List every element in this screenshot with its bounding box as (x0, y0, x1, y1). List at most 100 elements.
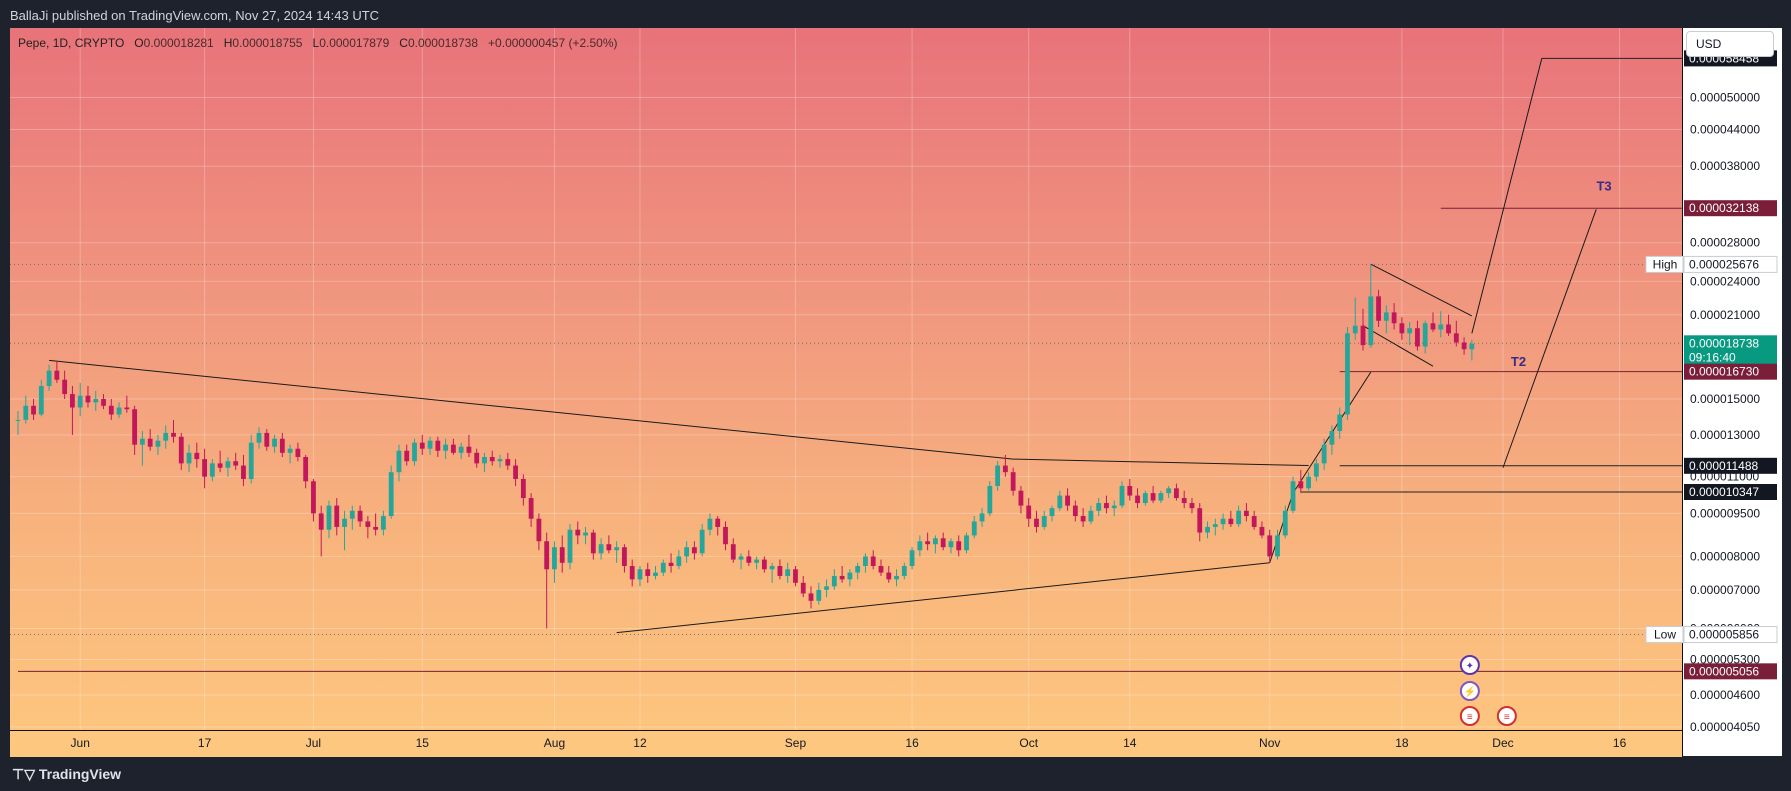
candle-body (1065, 495, 1070, 506)
candle-body (233, 461, 239, 466)
candle-body (474, 452, 480, 464)
trendline (1502, 209, 1597, 468)
price-tag-label: 0.000018738 (1689, 336, 1759, 350)
candle-body (839, 575, 845, 580)
candle-body (1407, 328, 1413, 334)
candle-body (870, 556, 876, 566)
candle-body (777, 565, 783, 576)
price-tag (1684, 200, 1777, 217)
candle-body (894, 575, 899, 580)
candle-body (785, 569, 791, 576)
time-tick-label: Jul (306, 736, 321, 750)
candle-body (1010, 472, 1016, 491)
event-marker-icon (1459, 655, 1480, 675)
candle-body (606, 544, 612, 551)
candle-body (202, 459, 208, 477)
candle-body (629, 565, 635, 580)
candle-body (1438, 324, 1444, 330)
price-note-label: Low (1654, 628, 1676, 642)
time-axis[interactable] (10, 730, 1682, 757)
candle-body (1212, 524, 1218, 527)
candle-body (1275, 535, 1280, 557)
candle-body (264, 432, 270, 447)
event-marker-glyph: ⚡ (1464, 685, 1476, 698)
price-tag-label: 0.000011488 (1689, 459, 1759, 473)
candle-body (1352, 325, 1358, 334)
trendline (1013, 458, 1309, 467)
price-tick-label: 0.000005300 (1690, 653, 1760, 667)
candle-body (1127, 485, 1133, 496)
candle-body (458, 446, 464, 453)
candle-body (1088, 510, 1094, 522)
candle-body (147, 438, 153, 447)
price-tick-label: 0.000044000 (1690, 123, 1760, 137)
price-tag (1684, 335, 1777, 366)
candle-body (598, 544, 604, 554)
candle-body (886, 572, 892, 580)
candle-body (1018, 490, 1024, 506)
candle-body (505, 459, 511, 466)
candle-body (544, 541, 550, 570)
candle-body (653, 572, 658, 576)
candle-body (1306, 476, 1312, 489)
trendline (1471, 58, 1543, 334)
candle-body (1026, 505, 1032, 519)
candle-body (217, 463, 223, 468)
candle-body (971, 521, 977, 536)
candle-body (1337, 414, 1343, 432)
candle-body (365, 521, 371, 527)
candle-body (645, 569, 651, 576)
tv-icon: ⊤▽ (12, 766, 35, 782)
candle-body (1391, 312, 1397, 324)
price-tag-label: 0.000005856 (1689, 628, 1759, 642)
candle-body (738, 556, 744, 560)
price-tag-label: 0.000010347 (1689, 485, 1759, 499)
candle-body (1461, 342, 1467, 350)
currency-selector[interactable]: USD (1686, 31, 1774, 57)
candle-body (684, 547, 690, 557)
candle-body (54, 370, 60, 380)
candle-body (1236, 510, 1242, 525)
candle-body (163, 432, 169, 441)
currency-label: USD (1696, 37, 1722, 51)
candle-body (932, 538, 938, 545)
candle-body (186, 452, 192, 464)
candle-body (769, 565, 775, 570)
tradingview-logo[interactable]: ⊤▽ TradingView (12, 766, 121, 783)
candle-body (699, 529, 705, 554)
candle-body (272, 438, 277, 447)
price-tick-label: 0.000009500 (1690, 506, 1760, 520)
price-tag (1684, 663, 1777, 680)
candle-body (1430, 323, 1436, 330)
event-marker-glyph: ≡ (1504, 712, 1510, 723)
candle-body (909, 550, 915, 566)
candle-body (855, 565, 861, 573)
candle-body (482, 456, 487, 464)
price-tag-label: 0.000005056 (1689, 664, 1759, 678)
candle-body (427, 440, 433, 449)
annotation-label: T3 (1596, 178, 1611, 193)
candle-body (1150, 493, 1156, 501)
candle-body (901, 565, 907, 576)
time-tick-label: 18 (1395, 736, 1409, 750)
price-tag-label: 0.000016730 (1689, 365, 1759, 379)
candle-body (559, 547, 565, 563)
candle-body (847, 572, 853, 580)
candle-body (800, 582, 806, 594)
price-tag-label: 0.000025676 (1689, 257, 1759, 271)
price-tick-label: 0.000013000 (1690, 428, 1760, 442)
annotation-label: T2 (1511, 354, 1526, 369)
candle-body (349, 510, 355, 519)
publish-header: BallaJi published on TradingView.com, No… (0, 0, 1791, 28)
candle-body (443, 444, 449, 451)
symbol-legend: Pepe, 1D, CRYPTO O0.000018281 H0.0000187… (18, 36, 618, 50)
open-value: 0.000018281 (143, 36, 214, 50)
candle-body (318, 513, 324, 530)
candle-body (466, 446, 472, 453)
candle-body (761, 559, 767, 570)
candle-body (70, 394, 75, 408)
candle-body (1243, 510, 1249, 517)
change-value: +0.000000457 (+2.50%) (488, 36, 618, 50)
candle-body (1282, 510, 1288, 536)
